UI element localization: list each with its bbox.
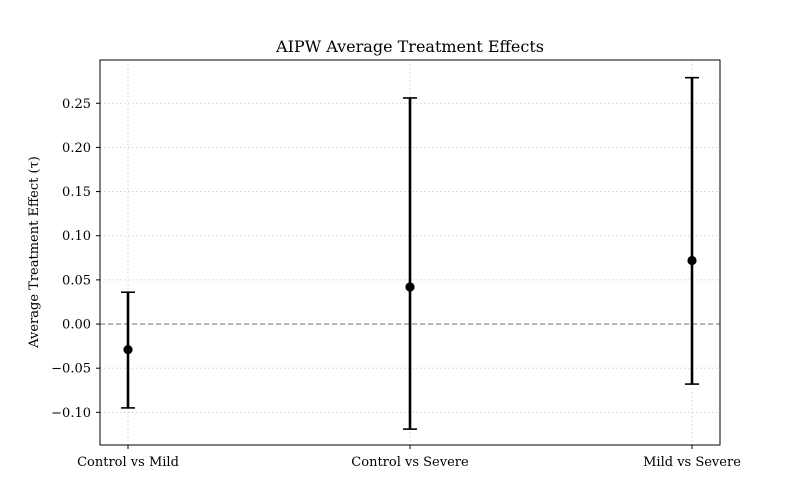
x-tick-label: Mild vs Severe [643,455,741,470]
y-axis-label: Average Treatment Effect (τ) [27,156,42,349]
y-tick-label: −0.05 [51,362,91,377]
y-tick-label: 0.15 [62,185,91,200]
point-estimate-marker [405,282,415,292]
y-tick-label: 0.20 [62,141,91,156]
y-tick-label: 0.05 [62,273,91,288]
point-estimate-marker [687,255,697,266]
y-tick-label: 0.10 [62,229,91,244]
tick-layer: −0.10 −0.05 0.00 0.05 0.10 0.15 0.20 0.25 Contro… [51,97,741,470]
chart-title: AIPW Average Treatment Effects [275,37,544,56]
x-tick-label: Control vs Mild [77,455,179,470]
x-tick-label: Control vs Severe [351,455,469,470]
y-tick-label: 0.00 [62,318,91,333]
point-estimate-marker [123,345,133,355]
y-tick-label: −0.10 [51,406,91,421]
data-layer [121,76,699,430]
y-tick-label: 0.25 [62,97,91,112]
